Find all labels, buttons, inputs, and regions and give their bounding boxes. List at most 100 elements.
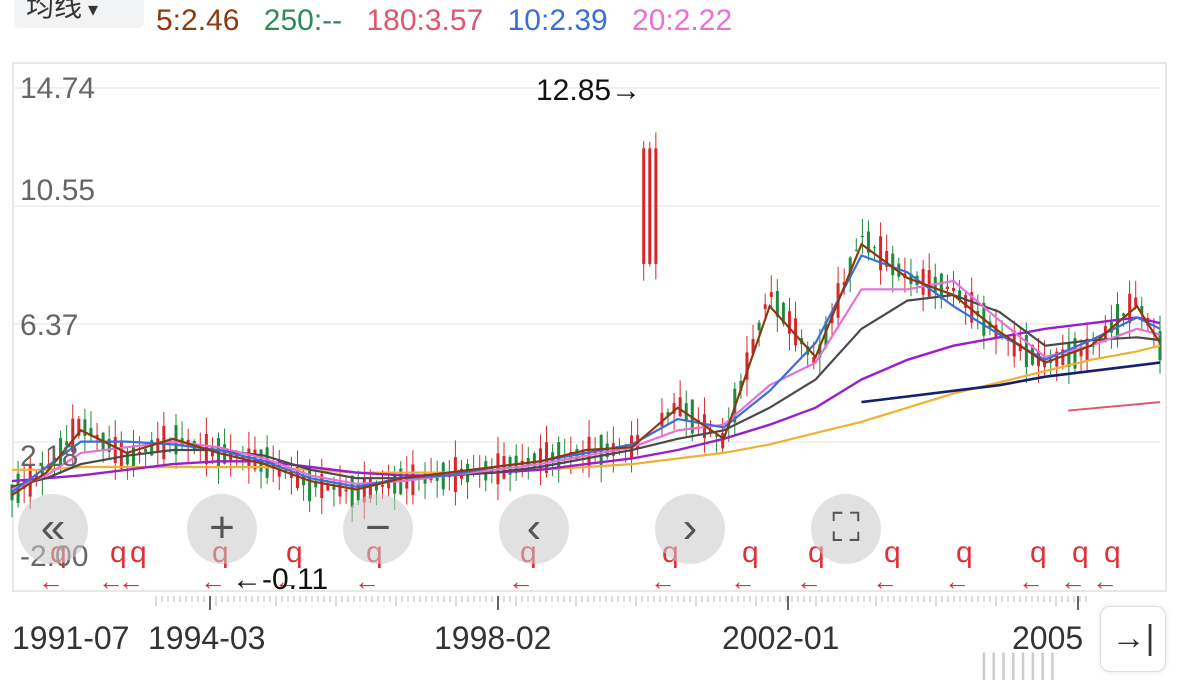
candle-body	[156, 438, 160, 453]
candle-body	[526, 457, 530, 465]
candle-body	[751, 339, 755, 354]
candle-body	[605, 443, 609, 457]
y-tick-label: 2.18	[20, 440, 79, 473]
ma-indicator-select[interactable]: 均线 ▾	[14, 0, 144, 28]
candle-body	[945, 286, 949, 290]
max-price-label: 12.85→	[536, 74, 642, 107]
event-marker-arrow: ←	[796, 566, 822, 596]
candle-body	[119, 440, 123, 469]
candle-body	[873, 247, 877, 249]
indicator-bar: 均线 ▾ 5:2.46 250:-- 180:3.57 10:2.39 20:2.…	[0, 0, 1179, 58]
candle-body	[1079, 346, 1083, 357]
prev-button[interactable]: ‹	[499, 494, 569, 564]
x-tick-label: 2005	[1012, 620, 1084, 656]
candle-body	[939, 273, 943, 300]
kline-chart-frame[interactable]	[12, 62, 1167, 592]
candle-body	[374, 484, 378, 491]
rewind-button[interactable]: «	[18, 494, 88, 564]
ma10-line	[11, 254, 1161, 494]
candle-body	[611, 443, 615, 456]
event-marker-q: q	[1072, 536, 1089, 569]
candle-body	[866, 231, 870, 253]
candle-body	[320, 473, 324, 499]
candle-body	[1128, 293, 1132, 323]
event-marker-arrow: ←	[98, 566, 124, 596]
jump-to-latest-button[interactable]: →|	[1100, 606, 1166, 672]
event-marker-arrow: ←	[354, 566, 380, 596]
x-tick-label: 1994-03	[148, 620, 266, 656]
event-marker-arrow: ←	[200, 566, 226, 596]
candle-body	[241, 455, 245, 460]
event-marker-arrow: ←	[730, 566, 756, 596]
candle-body	[891, 253, 895, 276]
candle-body	[1140, 306, 1144, 314]
candle-body	[860, 235, 864, 238]
candle-body	[65, 441, 69, 446]
chevron-down-icon: ▾	[88, 0, 99, 21]
event-marker-q: q	[286, 536, 303, 569]
watermark: ||||||||	[980, 648, 1059, 681]
candle-body	[381, 485, 385, 487]
legend-ma5: 5:2.46	[156, 4, 240, 37]
legend-ma250: 250:--	[263, 4, 343, 37]
candle-body	[739, 380, 743, 391]
ma-purple-line	[11, 316, 1161, 483]
candle-body	[964, 294, 968, 308]
candle-body	[842, 282, 846, 286]
candle-body	[648, 148, 652, 264]
zoom-out-button[interactable]: −	[343, 494, 413, 564]
x-tick-label: 1998-02	[434, 620, 552, 656]
candle-body	[326, 483, 330, 491]
candle-body	[34, 474, 38, 479]
candle-body	[356, 483, 360, 501]
candle-body	[715, 435, 719, 437]
event-marker-q: q	[1030, 536, 1047, 569]
y-tick-label: 10.55	[20, 174, 96, 207]
next-button[interactable]: ›	[655, 494, 725, 564]
candle-body	[794, 318, 798, 346]
y-tick-label: 14.74	[20, 72, 96, 105]
candle-body	[302, 475, 306, 486]
event-marker-q: q	[110, 536, 127, 569]
candle-body	[59, 437, 63, 465]
legend-ma20: 20:2.22	[632, 4, 733, 37]
candle-body	[763, 304, 767, 310]
event-marker-arrow: ←	[118, 566, 144, 596]
ma-indicator-label: 均线	[26, 0, 83, 22]
candle-body	[879, 236, 883, 271]
candle-body	[107, 438, 111, 453]
candle-body	[654, 148, 658, 264]
candle-body	[113, 436, 117, 464]
candle-body	[848, 257, 852, 277]
x-tick-label: 1991-07	[12, 620, 130, 656]
candle-body	[393, 472, 397, 494]
ma-navy-line	[861, 361, 1161, 404]
candle-body	[781, 302, 785, 324]
event-marker-arrow: ←	[1060, 566, 1086, 596]
candle-body	[295, 466, 299, 489]
candle-body	[678, 397, 682, 417]
event-marker-arrow: ←	[508, 566, 534, 596]
candle-body	[77, 418, 81, 436]
x-tick-label: 2002-01	[722, 620, 840, 656]
zoom-in-button[interactable]: +	[187, 494, 257, 564]
candle-body	[502, 456, 506, 479]
candle-body	[660, 412, 664, 427]
event-marker-arrow: ←	[650, 566, 676, 596]
candle-body	[672, 402, 676, 414]
candle-body	[1067, 343, 1071, 368]
candle-body	[1085, 338, 1089, 361]
candle-body	[757, 322, 761, 331]
arrow-right-bar-icon: →|	[1111, 619, 1155, 657]
candle-body	[854, 249, 858, 251]
candle-body	[53, 457, 57, 461]
fullscreen-button[interactable]: ⛶	[811, 494, 881, 564]
candle-body	[769, 292, 773, 297]
candle-body	[344, 489, 348, 492]
ma5-line	[11, 242, 1161, 497]
ma180-line	[1068, 401, 1161, 412]
min-price-label: ←-0.11	[232, 563, 329, 596]
candle-body	[368, 479, 372, 499]
candle-body	[332, 486, 336, 490]
candle-body	[89, 428, 93, 437]
